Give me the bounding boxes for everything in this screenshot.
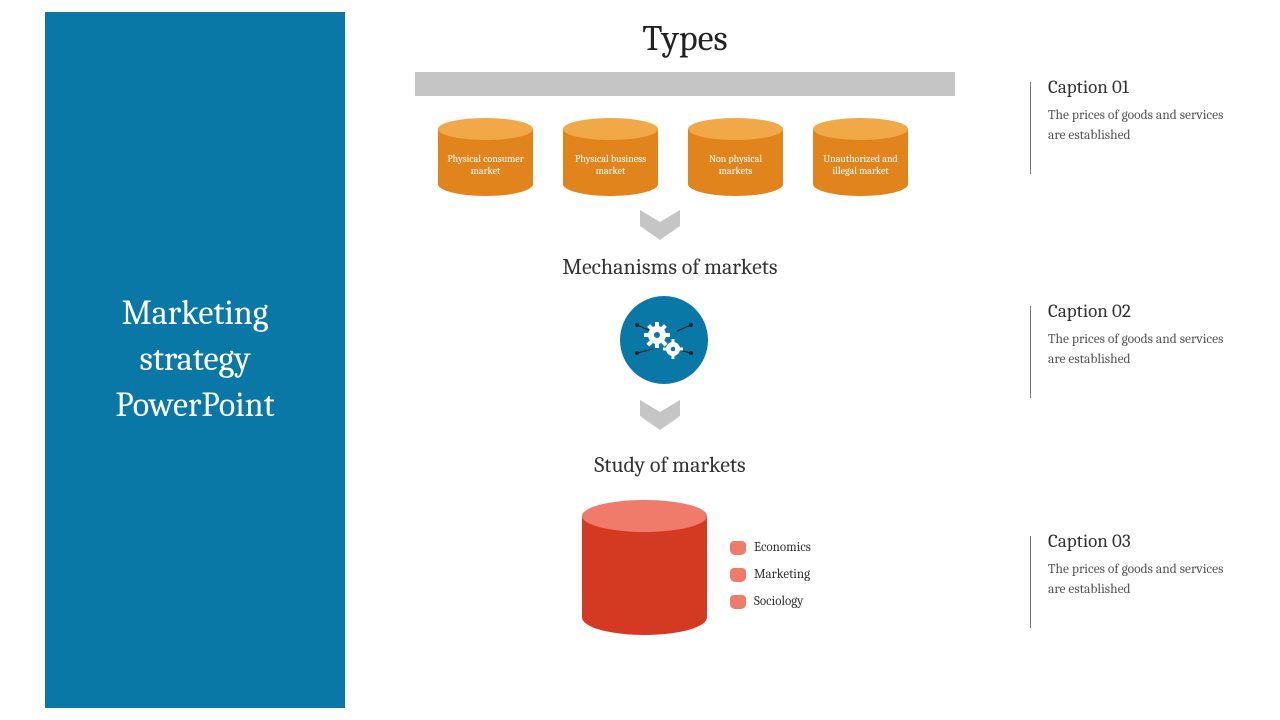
gears-icon bbox=[629, 305, 699, 375]
legend-chip-icon bbox=[730, 595, 746, 609]
section-heading-mechanisms: Mechanisms of markets bbox=[490, 254, 850, 280]
type-cylinder: Non physical markets bbox=[688, 118, 783, 196]
legend-label: Sociology bbox=[754, 594, 803, 609]
caption-title: Caption 03 bbox=[1048, 530, 1228, 552]
caption-rule bbox=[1030, 536, 1031, 628]
legend-item: Sociology bbox=[730, 594, 811, 609]
legend-item: Marketing bbox=[730, 567, 811, 582]
caption-title: Caption 02 bbox=[1048, 300, 1228, 322]
caption-block: Caption 02 The prices of goods and servi… bbox=[1048, 300, 1228, 369]
type-cylinder: Physical business market bbox=[563, 118, 658, 196]
type-label: Non physical markets bbox=[694, 153, 777, 177]
title-underline-bar bbox=[415, 72, 955, 96]
chevron-down-icon bbox=[640, 210, 680, 244]
study-legend: Economics Marketing Sociology bbox=[730, 540, 811, 609]
type-cylinder: Unauthorized and illegal market bbox=[813, 118, 908, 196]
mechanisms-circle bbox=[620, 296, 708, 384]
caption-body: The prices of goods and services are est… bbox=[1048, 106, 1228, 145]
caption-rule bbox=[1030, 306, 1031, 398]
caption-body: The prices of goods and services are est… bbox=[1048, 560, 1228, 599]
type-label: Physical consumer market bbox=[444, 153, 527, 177]
caption-rule bbox=[1030, 82, 1031, 174]
caption-title: Caption 01 bbox=[1048, 76, 1228, 98]
legend-item: Economics bbox=[730, 540, 811, 555]
types-cylinders-row: Physical consumer market Physical busine… bbox=[438, 118, 908, 196]
caption-body: The prices of goods and services are est… bbox=[1048, 330, 1228, 369]
study-cylinder bbox=[582, 500, 707, 635]
legend-chip-icon bbox=[730, 568, 746, 582]
chevron-down-icon bbox=[640, 400, 680, 434]
section-heading-study: Study of markets bbox=[490, 452, 850, 478]
legend-label: Economics bbox=[754, 540, 811, 555]
left-title: Marketing strategy PowerPoint bbox=[45, 291, 345, 429]
legend-chip-icon bbox=[730, 541, 746, 555]
legend-label: Marketing bbox=[754, 567, 810, 582]
left-panel: Marketing strategy PowerPoint bbox=[45, 12, 345, 708]
type-cylinder: Physical consumer market bbox=[438, 118, 533, 196]
caption-block: Caption 03 The prices of goods and servi… bbox=[1048, 530, 1228, 599]
slide: Marketing strategy PowerPoint Types Phys… bbox=[0, 0, 1280, 720]
main-title: Types bbox=[430, 18, 940, 59]
caption-block: Caption 01 The prices of goods and servi… bbox=[1048, 76, 1228, 145]
type-label: Physical business market bbox=[569, 153, 652, 177]
type-label: Unauthorized and illegal market bbox=[819, 153, 902, 177]
